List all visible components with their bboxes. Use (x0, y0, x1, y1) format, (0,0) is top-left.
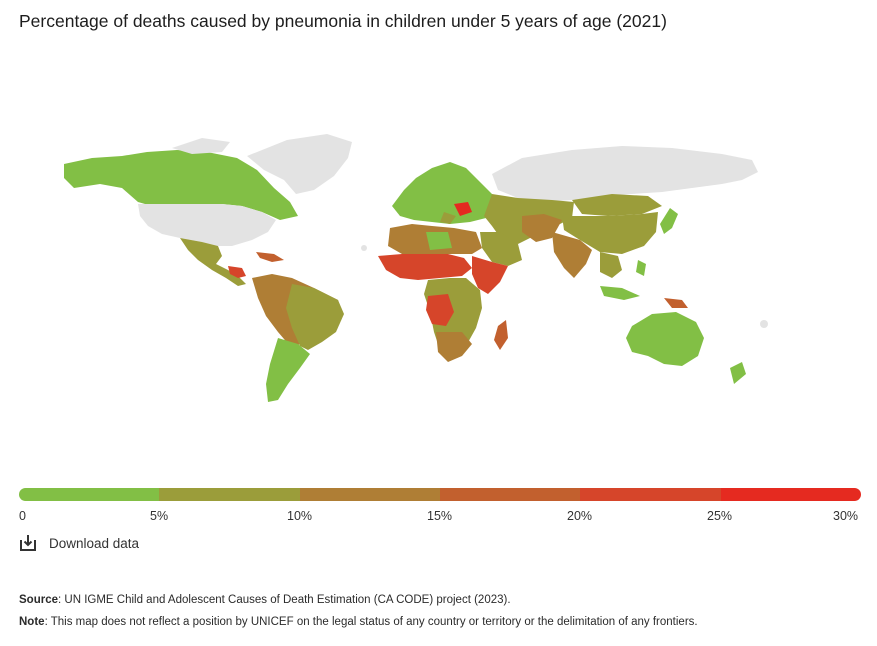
legend-segment-15-20 (439, 488, 581, 501)
disclaimer-note: Note: This map does not reflect a positi… (19, 616, 698, 628)
region-drc-angola[interactable] (426, 294, 454, 326)
region-horn-of-africa[interactable] (472, 256, 508, 294)
region-greenland[interactable] (247, 134, 352, 194)
region-philippines[interactable] (636, 260, 646, 276)
region-southern-africa[interactable] (436, 332, 472, 362)
region-southeast-asia[interactable] (600, 252, 622, 278)
region-southern-cone[interactable] (266, 338, 310, 402)
region-pacific-islands[interactable] (760, 320, 768, 328)
source-text: : UN IGME Child and Adolescent Causes of… (58, 594, 511, 606)
region-mongolia[interactable] (572, 194, 662, 216)
color-legend (19, 488, 861, 501)
download-data-label: Download data (49, 535, 140, 551)
legend-tick-20: 20% (567, 509, 593, 523)
page-title: Percentage of deaths caused by pneumonia… (19, 11, 667, 31)
region-iran-afghanistan[interactable] (522, 214, 562, 242)
legend-tick-0: 0 (19, 509, 26, 523)
region-australia[interactable] (626, 312, 704, 366)
region-china[interactable] (562, 212, 658, 254)
region-russia[interactable] (492, 146, 758, 202)
region-usa[interactable] (138, 204, 276, 246)
region-arabia[interactable] (480, 232, 522, 266)
note-text: : This map does not reflect a position b… (44, 616, 698, 628)
region-indonesia[interactable] (600, 286, 640, 300)
world-map[interactable] (52, 128, 814, 418)
region-madagascar[interactable] (494, 320, 508, 350)
region-brazil[interactable] (286, 284, 344, 350)
legend-tick-15: 15% (427, 509, 453, 523)
legend-tick-5: 5% (150, 509, 169, 523)
region-papua-new-guinea[interactable] (664, 298, 688, 308)
region-europe[interactable] (392, 162, 498, 224)
region-japan[interactable] (660, 208, 678, 234)
region-arctic-islands[interactable] (172, 138, 230, 154)
region-west-africa[interactable] (378, 254, 472, 280)
note-label: Note (19, 616, 45, 628)
legend-tick-25: 25% (707, 509, 733, 523)
legend-segment-5-10 (159, 488, 300, 501)
legend-tick-10: 10% (287, 509, 313, 523)
region-caribbean[interactable] (256, 252, 284, 262)
region-romania[interactable] (454, 202, 472, 216)
download-data-button[interactable]: Download data (19, 534, 139, 552)
legend-segment-10-15 (299, 488, 440, 501)
region-guatemala[interactable] (228, 266, 246, 278)
source-label: Source (19, 594, 58, 606)
region-canada-alaska[interactable] (64, 150, 298, 220)
region-libya[interactable] (426, 232, 452, 250)
region-atlantic-islands[interactable] (361, 245, 367, 251)
region-balkans[interactable] (440, 212, 456, 224)
legend-segment-25-30 (720, 488, 861, 501)
download-icon (20, 535, 36, 551)
legend-tick-30: 30% (833, 509, 859, 523)
region-south-asia[interactable] (552, 232, 592, 278)
source-note: Source: UN IGME Child and Adolescent Cau… (19, 594, 511, 606)
legend-scale-bar (19, 488, 861, 501)
region-mexico-central-america[interactable] (180, 238, 246, 286)
legend-segment-20-25 (580, 488, 721, 501)
legend-segment-0-5 (19, 488, 160, 501)
region-new-zealand[interactable] (730, 362, 746, 384)
